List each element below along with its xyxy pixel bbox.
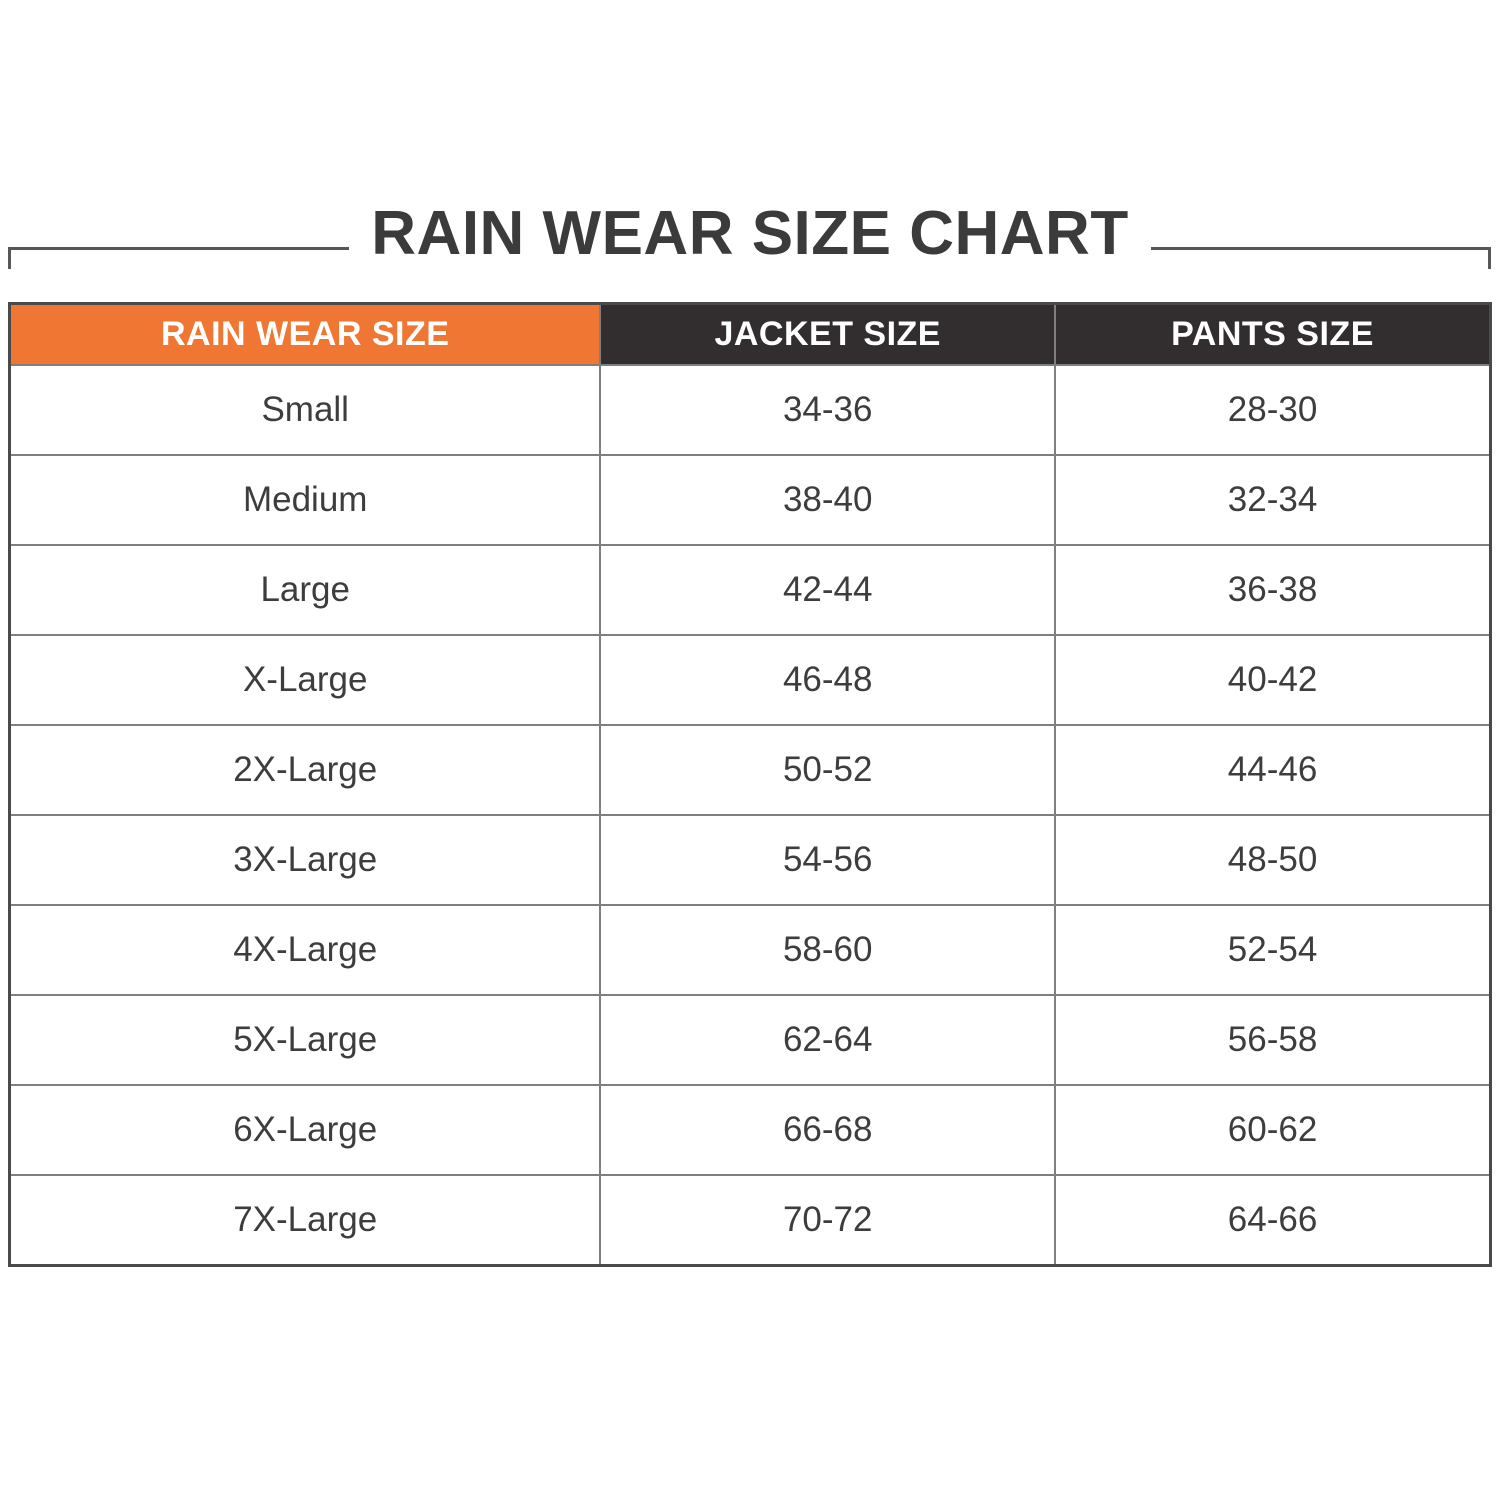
cell-jacket: 66-68 — [599, 1084, 1057, 1176]
cell-size: 2X-Large — [8, 724, 602, 816]
title-bracket-left — [8, 247, 349, 269]
cell-size: Small — [8, 364, 602, 456]
cell-pants: 40-42 — [1054, 634, 1492, 726]
title-bracket-right — [1151, 247, 1491, 269]
cell-pants: 48-50 — [1054, 814, 1492, 906]
table-row: Medium 38-40 32-34 — [8, 454, 1492, 546]
cell-jacket: 50-52 — [599, 724, 1057, 816]
cell-size: Large — [8, 544, 602, 636]
cell-size: X-Large — [8, 634, 602, 726]
cell-size: 5X-Large — [8, 994, 602, 1086]
page-title: RAIN WEAR SIZE CHART — [371, 199, 1129, 268]
cell-pants: 60-62 — [1054, 1084, 1492, 1176]
cell-pants: 52-54 — [1054, 904, 1492, 996]
cell-size: Medium — [8, 454, 602, 546]
cell-pants: 44-46 — [1054, 724, 1492, 816]
cell-size: 3X-Large — [8, 814, 602, 906]
cell-jacket: 38-40 — [599, 454, 1057, 546]
cell-size: 6X-Large — [8, 1084, 602, 1176]
table-row: 5X-Large 62-64 56-58 — [8, 994, 1492, 1086]
cell-jacket: 58-60 — [599, 904, 1057, 996]
cell-size: 4X-Large — [8, 904, 602, 996]
header-cell-pants-size: PANTS SIZE — [1054, 302, 1492, 366]
table-row: 7X-Large 70-72 64-66 — [8, 1174, 1492, 1267]
cell-pants: 56-58 — [1054, 994, 1492, 1086]
cell-jacket: 34-36 — [599, 364, 1057, 456]
table-row: 3X-Large 54-56 48-50 — [8, 814, 1492, 906]
table-body: Small 34-36 28-30 Medium 38-40 32-34 Large 42-4… — [8, 364, 1492, 1267]
header-row: RAIN WEAR SIZE JACKET SIZE PANTS SIZE — [8, 302, 1492, 366]
table-row: Small 34-36 28-30 — [8, 364, 1492, 456]
cell-jacket: 62-64 — [599, 994, 1057, 1086]
cell-size: 7X-Large — [8, 1174, 602, 1267]
table-header: RAIN WEAR SIZE JACKET SIZE PANTS SIZE — [8, 302, 1492, 366]
cell-pants: 32-34 — [1054, 454, 1492, 546]
cell-jacket: 46-48 — [599, 634, 1057, 726]
cell-jacket: 70-72 — [599, 1174, 1057, 1267]
cell-pants: 28-30 — [1054, 364, 1492, 456]
table-row: 6X-Large 66-68 60-62 — [8, 1084, 1492, 1176]
table-row: 2X-Large 50-52 44-46 — [8, 724, 1492, 816]
cell-pants: 64-66 — [1054, 1174, 1492, 1267]
table-row: 4X-Large 58-60 52-54 — [8, 904, 1492, 996]
header-cell-jacket-size: JACKET SIZE — [599, 302, 1057, 366]
size-chart-table: RAIN WEAR SIZE JACKET SIZE PANTS SIZE Sm… — [8, 302, 1492, 1267]
table-row: Large 42-44 36-38 — [8, 544, 1492, 636]
cell-jacket: 54-56 — [599, 814, 1057, 906]
header-cell-rain-wear-size: RAIN WEAR SIZE — [8, 302, 602, 366]
cell-jacket: 42-44 — [599, 544, 1057, 636]
cell-pants: 36-38 — [1054, 544, 1492, 636]
table-row: X-Large 46-48 40-42 — [8, 634, 1492, 726]
